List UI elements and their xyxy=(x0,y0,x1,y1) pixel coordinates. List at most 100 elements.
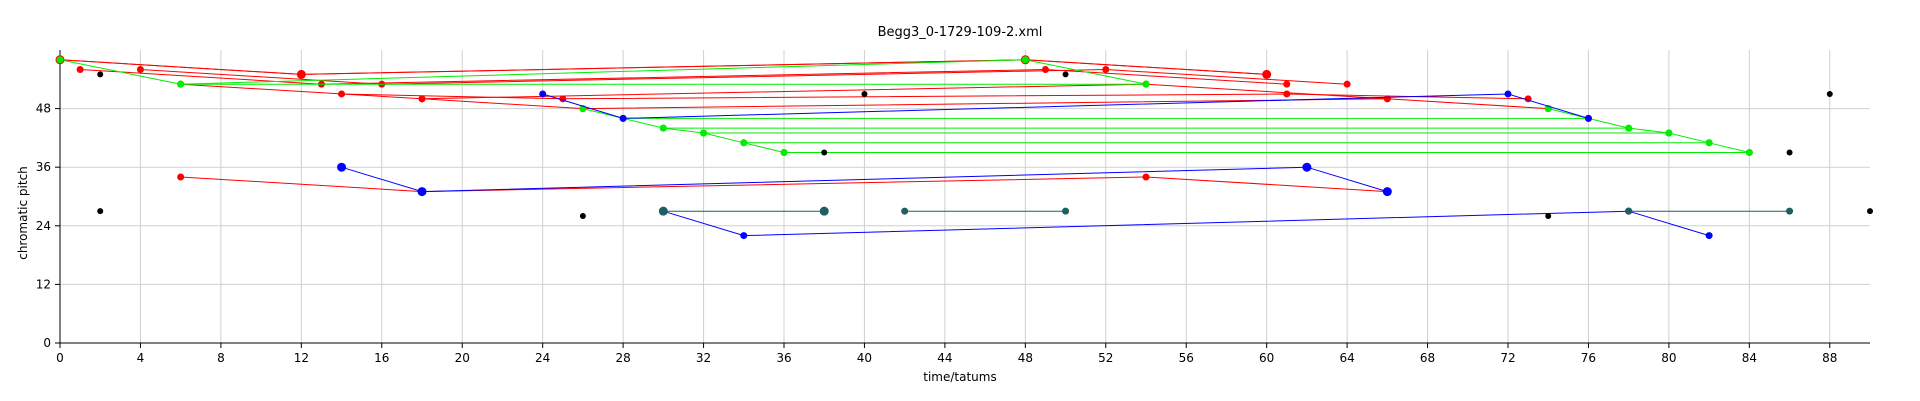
series-line xyxy=(59,59,1267,75)
x-tick-label: 88 xyxy=(1822,351,1837,365)
data-point xyxy=(901,207,909,215)
series-line xyxy=(80,68,1287,85)
x-tick-label: 16 xyxy=(374,351,389,365)
x-axis-ticks: 0 4 8 12 16 20 24 28 32 36 40 44 48 52 56 60 64 68 72 76 80 8… xyxy=(56,343,1837,365)
axes xyxy=(59,50,1870,344)
data-point xyxy=(700,129,708,137)
x-tick-label: 12 xyxy=(294,351,309,365)
x-tick-label: 72 xyxy=(1500,351,1515,365)
data-point xyxy=(740,139,748,147)
data-point xyxy=(177,173,185,181)
x-tick-label: 36 xyxy=(776,351,791,365)
data-point xyxy=(1343,80,1351,88)
series-red-2 xyxy=(76,66,1291,88)
data-point xyxy=(861,90,868,97)
data-point xyxy=(1545,213,1552,220)
x-tick-label: 32 xyxy=(696,351,711,365)
y-axis-ticks: 0 12 24 36 48 xyxy=(36,102,60,350)
data-point xyxy=(1382,187,1392,197)
series-green-9 xyxy=(177,80,1150,88)
series-teal-20 xyxy=(658,206,829,216)
x-tick-label: 64 xyxy=(1339,351,1354,365)
series-green-13 xyxy=(659,124,1633,132)
x-axis-label: time/tatums xyxy=(923,370,996,384)
data-point xyxy=(1705,139,1713,147)
data-point xyxy=(337,162,347,172)
data-point xyxy=(1263,70,1271,78)
series-teal-22 xyxy=(1625,207,1794,215)
data-point xyxy=(1705,232,1713,240)
series-red-3 xyxy=(136,66,1351,88)
y-axis-label: chromatic pitch xyxy=(16,166,30,260)
data-point xyxy=(1584,114,1592,122)
series-green-14 xyxy=(700,129,1673,137)
series-teal-21 xyxy=(901,207,1070,215)
data-point xyxy=(619,114,627,122)
x-tick-label: 24 xyxy=(535,351,550,365)
x-tick-label: 4 xyxy=(137,351,145,365)
data-point xyxy=(659,124,667,132)
data-point xyxy=(136,66,144,74)
data-point xyxy=(658,206,668,216)
x-tick-label: 84 xyxy=(1742,351,1757,365)
data-point xyxy=(56,56,64,64)
series-black-23 xyxy=(97,71,1873,220)
data-point xyxy=(1102,66,1110,74)
data-point xyxy=(1283,90,1291,98)
x-tick-label: 56 xyxy=(1179,351,1194,365)
series-line xyxy=(663,210,1710,237)
data-point xyxy=(1383,95,1391,103)
data-point xyxy=(821,149,828,156)
data-point xyxy=(1021,56,1029,64)
x-tick-label: 76 xyxy=(1581,351,1596,365)
data-point xyxy=(418,95,426,103)
y-tick-label: 36 xyxy=(36,160,51,174)
x-tick-label: 28 xyxy=(615,351,630,365)
data-point xyxy=(1665,129,1673,137)
x-tick-label: 80 xyxy=(1661,351,1676,365)
series-blue-17 xyxy=(539,90,1592,122)
data-point xyxy=(1745,149,1753,157)
data-point xyxy=(1826,90,1833,97)
data-point xyxy=(539,90,547,98)
data-point xyxy=(579,213,586,220)
data-point xyxy=(1041,66,1049,74)
series-green-15 xyxy=(740,139,1713,147)
data-point xyxy=(297,70,305,78)
data-point xyxy=(1062,71,1069,78)
x-tick-label: 20 xyxy=(455,351,470,365)
data-point xyxy=(780,149,788,157)
y-tick-label: 24 xyxy=(36,219,51,233)
series-green-16 xyxy=(780,149,1753,157)
y-tick-label: 0 xyxy=(43,336,51,350)
series-blue-18 xyxy=(337,162,1392,197)
data-point xyxy=(76,66,84,74)
x-tick-label: 52 xyxy=(1098,351,1113,365)
series-line xyxy=(140,68,1348,85)
data-point xyxy=(1786,207,1794,215)
chart-title: Begg3_0-1729-109-2.xml xyxy=(878,25,1043,40)
series-line xyxy=(341,166,1388,193)
data-point xyxy=(819,206,829,216)
plot-area xyxy=(55,55,1873,240)
series-line xyxy=(421,98,1549,110)
data-point xyxy=(417,187,427,197)
data-point xyxy=(740,232,748,240)
data-point xyxy=(97,71,104,78)
data-point xyxy=(1283,80,1291,88)
data-point xyxy=(1786,149,1793,156)
series-line xyxy=(180,176,1388,193)
series-green-11 xyxy=(1544,105,1753,157)
x-tick-label: 40 xyxy=(857,351,872,365)
data-point xyxy=(1625,207,1633,215)
series-red-1 xyxy=(56,56,1271,78)
x-tick-label: 68 xyxy=(1420,351,1435,365)
grid xyxy=(59,50,1870,343)
x-tick-label: 8 xyxy=(217,351,225,365)
x-tick-label: 44 xyxy=(937,351,952,365)
series-green-10 xyxy=(579,105,788,157)
data-point xyxy=(97,208,104,215)
series-line xyxy=(180,83,1388,100)
series-line xyxy=(59,59,1147,85)
series-line xyxy=(542,93,1589,119)
